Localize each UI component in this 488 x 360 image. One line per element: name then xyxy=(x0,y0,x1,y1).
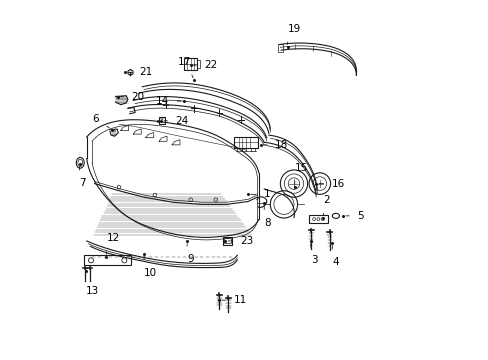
Text: 13: 13 xyxy=(85,286,99,296)
Text: 23: 23 xyxy=(239,236,253,246)
Text: 14: 14 xyxy=(156,96,169,106)
Text: 16: 16 xyxy=(331,179,344,189)
Text: 5: 5 xyxy=(357,211,364,221)
Text: 12: 12 xyxy=(106,234,120,243)
Text: 22: 22 xyxy=(204,60,217,70)
Text: 3: 3 xyxy=(310,255,317,265)
Text: 18: 18 xyxy=(274,140,287,150)
Text: 6: 6 xyxy=(92,114,99,125)
Text: 1: 1 xyxy=(264,189,270,199)
Text: 19: 19 xyxy=(287,24,300,34)
Text: 4: 4 xyxy=(332,257,338,267)
Text: 10: 10 xyxy=(144,268,157,278)
Text: 20: 20 xyxy=(131,92,144,102)
Text: 15: 15 xyxy=(294,163,307,173)
Text: 7: 7 xyxy=(80,178,86,188)
Text: 11: 11 xyxy=(233,295,246,305)
Text: 21: 21 xyxy=(139,67,152,77)
Text: 17: 17 xyxy=(177,57,190,67)
Text: 8: 8 xyxy=(264,218,270,228)
Text: 9: 9 xyxy=(187,254,193,264)
Text: 24: 24 xyxy=(175,116,188,126)
Text: 2: 2 xyxy=(323,195,329,205)
